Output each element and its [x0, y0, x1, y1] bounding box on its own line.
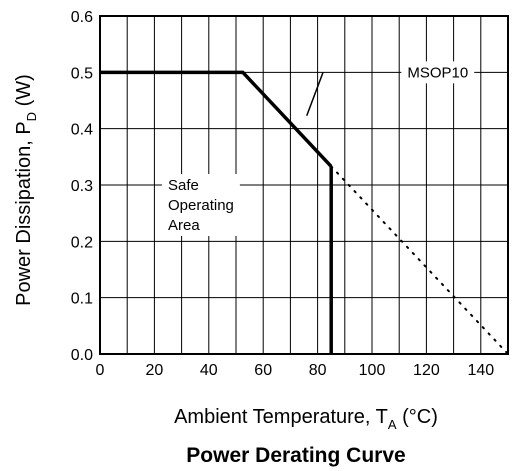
- y-tick-label: 0.4: [71, 122, 93, 139]
- annotation-text: Safe: [168, 177, 199, 194]
- x-tick-label: 140: [467, 362, 494, 379]
- y-axis-unit: (W): [13, 74, 35, 112]
- y-tick-label: 0.5: [71, 65, 93, 82]
- x-tick-label: 0: [96, 362, 105, 379]
- x-tick-label: 40: [200, 362, 218, 379]
- annotation-0: MSOP10: [401, 61, 475, 84]
- annotation-text: Area: [168, 217, 200, 234]
- annotations: MSOP10 Safe Operating Area: [162, 61, 475, 236]
- annotation-1: Safe Operating Area: [162, 174, 240, 236]
- x-tick-label: 80: [309, 362, 327, 379]
- x-axis-title: Ambient Temperature, TA (°C): [174, 406, 438, 432]
- y-tick-label: 0.1: [71, 291, 93, 308]
- annotation-text: MSOP10: [407, 64, 468, 81]
- series-line-2: [330, 165, 509, 355]
- annotation-bg: [401, 61, 475, 84]
- y-tick-labels: 0.0 0.1 0.2 0.3 0.4 0.5 0.6: [71, 9, 93, 364]
- y-tick-label: 0.3: [71, 178, 93, 195]
- x-tick-label: 60: [254, 362, 272, 379]
- annotation-leader: [306, 72, 324, 116]
- x-tick-label: 120: [413, 362, 440, 379]
- annotation-bg: [162, 174, 240, 236]
- y-tick-label: 0.2: [71, 234, 93, 251]
- y-axis-subscript: D: [24, 112, 39, 121]
- x-axis-subscript: A: [388, 417, 397, 432]
- chart-caption: Power Derating Curve: [186, 444, 405, 467]
- y-axis-title: Power Dissipation, PD (W): [13, 74, 39, 306]
- annotation-text: Operating: [168, 197, 234, 214]
- x-tick-label: 100: [359, 362, 386, 379]
- series-line-0: [100, 70, 333, 168]
- x-axis-unit: (°C): [397, 406, 438, 428]
- x-tick-label: 20: [146, 362, 164, 379]
- x-tick-labels: 0 20 40 60 80 100 120 140: [96, 362, 495, 379]
- leader-line: [306, 72, 324, 116]
- y-tick-label: 0.0: [71, 347, 93, 364]
- derating-series: [100, 70, 509, 355]
- y-tick-label: 0.6: [71, 9, 93, 26]
- plot-frame: [99, 15, 509, 355]
